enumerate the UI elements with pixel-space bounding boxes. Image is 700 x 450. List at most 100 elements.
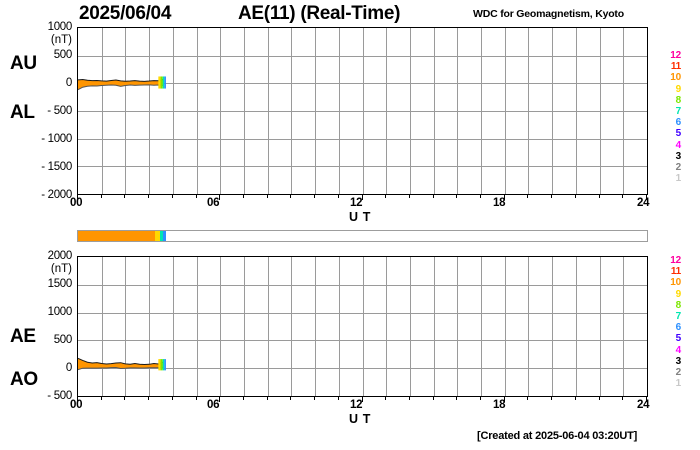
x-axis-tick-bot [503, 397, 505, 402]
gridline-horizontal [78, 340, 647, 341]
gridline-vertical [363, 257, 364, 396]
gridline-horizontal [78, 56, 647, 57]
trace-line-au [78, 78, 164, 82]
trace-latest-sample [160, 359, 163, 371]
x-tick-top-00: 00 [70, 197, 83, 209]
x-tick-bot-24: 24 [637, 399, 650, 411]
gridline-horizontal [78, 313, 647, 314]
y-tick-bot-1500: 1500 [47, 278, 73, 290]
x-axis-tick-bot [385, 397, 387, 400]
legend-item-5: 5 [675, 333, 682, 345]
x-tick-top-12: 12 [350, 197, 363, 209]
legend-item-4: 4 [675, 139, 682, 151]
x-axis-tick-bot [337, 397, 339, 400]
availability-segment [159, 231, 163, 241]
gridline-vertical [600, 257, 601, 396]
x-axis-tick-bot [551, 397, 553, 400]
gridline-horizontal [78, 368, 647, 369]
legend-item-11: 11 [670, 61, 681, 73]
x-axis-tick-top [598, 195, 600, 198]
y-tick-top-m1500: - 1500 [41, 161, 72, 173]
data-trace-ae-ao [78, 357, 166, 371]
x-axis-tick-bot [242, 397, 244, 400]
gridline-vertical [481, 257, 482, 396]
gridline-vertical [291, 257, 292, 396]
color-legend-bottom: 12 11 10 9 8 7 6 5 4 3 2 1 [655, 255, 681, 389]
availability-segment [162, 231, 166, 241]
y-tick-top-500: 500 [53, 49, 73, 61]
x-axis-tick-top [124, 195, 126, 198]
plot-area-ae-ao [77, 256, 648, 397]
legend-item-8: 8 [675, 94, 682, 106]
panel-label-au: AU [10, 53, 37, 74]
x-axis-tick-top [622, 195, 624, 198]
gridline-horizontal [78, 83, 647, 84]
x-axis-tick-top [574, 195, 576, 198]
gridline-vertical [552, 257, 553, 396]
x-tick-bot-12: 12 [350, 399, 363, 411]
y-tick-bot-0: 0 [65, 362, 72, 374]
gridline-vertical [315, 257, 316, 396]
availability-segment [155, 231, 160, 241]
legend-item-11: 11 [670, 266, 681, 278]
x-axis-tick-top [195, 195, 197, 198]
y-unit-bot: (nT) [50, 263, 72, 275]
gridlines-top [78, 28, 647, 194]
availability-segment [165, 231, 647, 241]
x-axis-tick-bot [219, 397, 221, 402]
y-tick-bot-500: 500 [53, 334, 73, 346]
y-tick-top-1000: 1000 [47, 21, 73, 33]
x-tick-top-06: 06 [207, 197, 220, 209]
y-tick-bot-m500: - 500 [47, 390, 72, 402]
y-tick-top-0: 0 [65, 77, 72, 89]
gridline-vertical [220, 257, 221, 396]
gridline-vertical [197, 257, 198, 396]
color-legend-top: 12 11 10 9 8 7 6 5 4 3 2 1 [655, 50, 681, 184]
trace-latest-sample [158, 359, 161, 371]
x-axis-tick-top [337, 195, 339, 198]
gridlines-bottom [78, 257, 647, 396]
legend-item-3: 3 [675, 150, 682, 162]
gridline-horizontal [78, 111, 647, 112]
x-axis-tick-top [290, 195, 292, 198]
availability-segment [78, 231, 156, 241]
x-axis-tick-top [100, 195, 102, 198]
legend-item-6: 6 [675, 322, 682, 334]
x-axis-tick-top [361, 195, 363, 200]
gridline-vertical [410, 257, 411, 396]
panel-label-al: AL [10, 102, 35, 123]
x-axis-tick-bot [646, 397, 647, 402]
legend-item-7: 7 [675, 311, 682, 323]
x-axis-tick-bot [314, 397, 316, 400]
legend-item-12: 12 [670, 50, 681, 61]
x-axis-tick-bot [290, 397, 292, 400]
gridline-vertical [149, 257, 150, 396]
legend-item-2: 2 [675, 162, 682, 174]
trace-band [78, 358, 164, 370]
y-tick-top-m1000: - 1000 [41, 133, 72, 145]
legend-item-6: 6 [675, 117, 682, 129]
x-axis-tick-bot [622, 397, 624, 400]
data-availability-bar[interactable] [77, 230, 648, 242]
x-tick-top-24: 24 [637, 197, 650, 209]
gridline-horizontal [78, 285, 647, 286]
legend-item-8: 8 [675, 299, 682, 311]
credit-label: WDC for Geomagnetism, Kyoto [473, 8, 624, 20]
data-trace-au-al [78, 76, 166, 91]
x-axis-tick-top [646, 195, 647, 200]
legend-item-1: 1 [675, 378, 682, 390]
x-axis-tick-top [219, 195, 221, 200]
gridline-vertical [125, 257, 126, 396]
legend-item-10: 10 [670, 72, 681, 84]
x-axis-tick-top [480, 195, 482, 198]
x-axis-tick-bot [171, 397, 173, 400]
gridline-vertical [623, 257, 624, 396]
x-axis-tick-bot [527, 397, 529, 400]
x-axis-tick-bot [432, 397, 434, 400]
x-tick-bot-18: 18 [493, 399, 506, 411]
x-axis-tick-bot [480, 397, 482, 400]
trace-latest-sample [158, 76, 161, 89]
y-unit-top: (nT) [50, 34, 72, 46]
x-axis-tick-top [527, 195, 529, 198]
gridline-vertical [173, 257, 174, 396]
